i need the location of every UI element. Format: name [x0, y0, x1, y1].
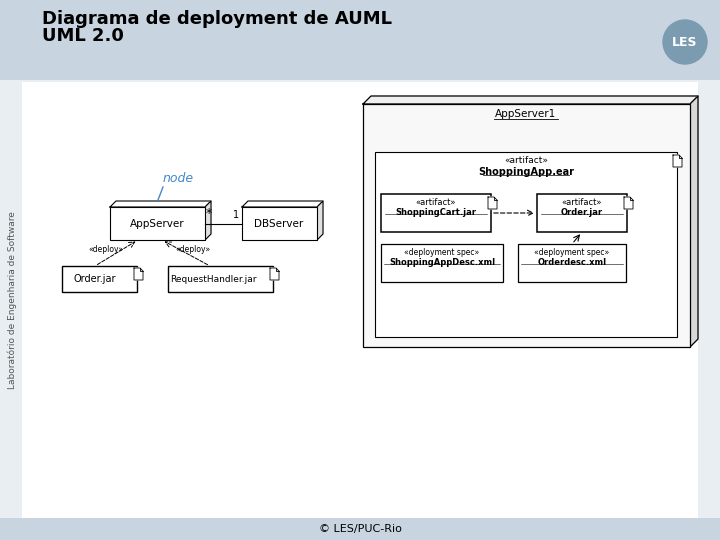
Text: «deployment spec»: «deployment spec» [534, 248, 610, 257]
FancyBboxPatch shape [537, 194, 627, 232]
Polygon shape [690, 96, 698, 347]
Polygon shape [317, 201, 323, 240]
Text: «artifact»: «artifact» [504, 156, 548, 165]
Text: AppServer1: AppServer1 [495, 109, 557, 119]
Text: 1: 1 [233, 210, 239, 220]
Polygon shape [242, 201, 323, 207]
FancyBboxPatch shape [110, 207, 205, 240]
Polygon shape [624, 197, 633, 209]
Text: node: node [163, 172, 194, 185]
Text: «deploy»: «deploy» [176, 245, 210, 254]
Polygon shape [134, 268, 143, 280]
Text: ShoppingApp.ear: ShoppingApp.ear [478, 167, 574, 177]
FancyBboxPatch shape [22, 82, 698, 518]
Text: DBServer: DBServer [254, 219, 304, 229]
Text: «deploy»: «deploy» [89, 245, 124, 254]
FancyBboxPatch shape [242, 207, 317, 240]
Text: ShoppingCart.jar: ShoppingCart.jar [395, 208, 477, 217]
Text: Laboratório de Engenharia de Software: Laboratório de Engenharia de Software [7, 211, 17, 389]
FancyBboxPatch shape [381, 244, 503, 282]
Polygon shape [673, 155, 682, 167]
Circle shape [663, 20, 707, 64]
Text: ShoppingAppDesc.xml: ShoppingAppDesc.xml [389, 258, 495, 267]
Text: AppServer: AppServer [130, 219, 184, 229]
Text: Orderdesc.xml: Orderdesc.xml [537, 258, 606, 267]
Text: Order.jar: Order.jar [73, 274, 116, 284]
FancyBboxPatch shape [0, 518, 720, 540]
Polygon shape [110, 201, 211, 207]
FancyBboxPatch shape [62, 266, 137, 292]
Text: *: * [206, 207, 212, 220]
FancyBboxPatch shape [375, 152, 677, 337]
FancyBboxPatch shape [518, 244, 626, 282]
Text: © LES/PUC-Rio: © LES/PUC-Rio [318, 524, 402, 534]
FancyBboxPatch shape [381, 194, 491, 232]
FancyBboxPatch shape [168, 266, 273, 292]
Text: «artifact»: «artifact» [415, 198, 456, 207]
FancyBboxPatch shape [363, 104, 690, 347]
Polygon shape [363, 96, 698, 104]
Polygon shape [270, 268, 279, 280]
Text: Order.jar: Order.jar [561, 208, 603, 217]
FancyBboxPatch shape [0, 0, 720, 80]
Text: «deployment spec»: «deployment spec» [405, 248, 480, 257]
Text: UML 2.0: UML 2.0 [42, 27, 124, 45]
Polygon shape [488, 197, 497, 209]
Text: LES: LES [672, 36, 698, 49]
Text: RequestHandler.jar: RequestHandler.jar [170, 274, 256, 284]
Text: Diagrama de deployment de AUML: Diagrama de deployment de AUML [42, 10, 392, 28]
Polygon shape [205, 201, 211, 240]
Text: «artifact»: «artifact» [562, 198, 602, 207]
